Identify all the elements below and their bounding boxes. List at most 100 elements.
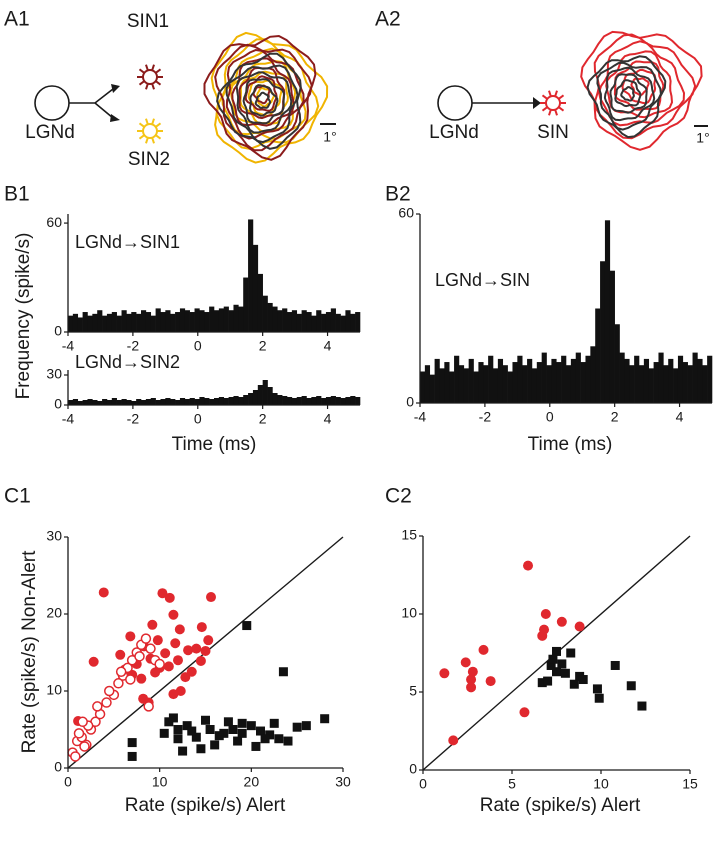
bar	[321, 313, 327, 332]
point	[610, 660, 620, 670]
bar	[527, 358, 533, 403]
dendrite	[558, 94, 565, 100]
point	[569, 679, 579, 689]
point	[260, 734, 270, 744]
point	[115, 649, 126, 660]
bar	[420, 371, 426, 403]
bar	[228, 397, 234, 405]
point	[191, 643, 202, 654]
bar	[648, 368, 654, 403]
bar	[291, 398, 298, 405]
point	[150, 667, 161, 678]
x-tick-label: -4	[62, 411, 75, 427]
point	[223, 717, 233, 727]
bar	[136, 313, 142, 332]
bar	[340, 398, 346, 405]
x-tick-label: -2	[479, 409, 492, 425]
y-tick-label: 0	[406, 394, 414, 410]
receptive-field-contour	[609, 73, 648, 114]
point	[113, 678, 124, 689]
bar	[580, 362, 586, 403]
bar	[639, 365, 645, 403]
bar	[478, 362, 484, 403]
bar	[350, 313, 356, 332]
bar	[204, 312, 210, 332]
bar	[126, 313, 132, 332]
bar	[87, 399, 93, 405]
point	[466, 674, 477, 685]
bar	[575, 352, 581, 403]
scale-label: 1°	[323, 129, 336, 145]
bar	[287, 397, 293, 405]
point	[157, 588, 168, 599]
bar	[184, 310, 190, 332]
point	[104, 685, 115, 697]
annotation: LGNd→SIN1	[75, 232, 180, 252]
bar	[218, 308, 225, 332]
bar	[121, 399, 127, 405]
bar	[629, 365, 635, 403]
bar	[97, 310, 103, 332]
bar	[556, 362, 562, 403]
bar	[531, 368, 538, 403]
receptive-field-contour	[231, 57, 295, 127]
dendrite	[155, 80, 162, 86]
bar	[306, 398, 312, 405]
dendrite	[548, 90, 552, 97]
receptive-field-contour	[597, 40, 686, 127]
bar	[155, 308, 161, 332]
bar	[335, 313, 341, 332]
bar	[614, 324, 620, 403]
bar	[189, 398, 195, 405]
bar	[102, 315, 108, 332]
point	[164, 592, 175, 603]
dendrite	[151, 137, 155, 144]
panel-label: C2	[385, 485, 412, 508]
x-tick-label: 5	[508, 776, 516, 792]
point	[154, 658, 165, 670]
bar	[131, 401, 137, 405]
bar	[585, 355, 591, 403]
point	[537, 678, 547, 688]
dendrite	[145, 64, 149, 71]
point	[210, 740, 220, 750]
point	[143, 701, 154, 712]
point	[301, 721, 311, 731]
bar	[92, 400, 98, 405]
bar	[663, 365, 669, 403]
bar	[199, 397, 205, 405]
y-tick-label: 20	[46, 605, 62, 621]
point	[523, 560, 534, 571]
point	[283, 736, 293, 746]
y-tick-label: 10	[46, 682, 62, 698]
bar	[483, 365, 489, 403]
bar	[512, 362, 518, 403]
bar	[238, 397, 244, 405]
bar	[141, 310, 147, 332]
point	[196, 622, 207, 633]
point	[548, 654, 558, 664]
panel-label: C1	[4, 485, 31, 508]
bar	[287, 312, 293, 332]
bar	[707, 355, 713, 403]
receptive-field-contour	[621, 68, 657, 105]
point	[539, 624, 550, 635]
bar	[282, 308, 288, 332]
bar	[566, 365, 572, 403]
panel-label: B2	[385, 183, 411, 206]
bar	[590, 346, 596, 403]
bar	[536, 362, 542, 403]
bar	[248, 219, 254, 332]
point	[127, 738, 137, 748]
panel-label: A1	[4, 8, 30, 31]
source-label: LGNd	[25, 122, 75, 143]
bar	[604, 220, 611, 403]
bar	[218, 397, 225, 405]
bar	[68, 400, 74, 405]
dendrite	[145, 83, 149, 90]
dendrite	[145, 137, 149, 144]
x-tick-label: -2	[127, 411, 140, 427]
point	[175, 686, 186, 696]
panel-label: A2	[375, 8, 401, 31]
receptive-field-contour	[580, 30, 703, 151]
